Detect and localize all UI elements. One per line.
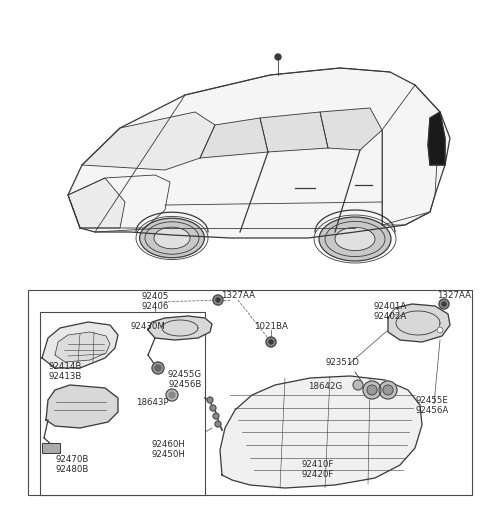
Circle shape: [215, 421, 221, 427]
Text: 92430M: 92430M: [131, 322, 166, 331]
Text: 92455E
92456A: 92455E 92456A: [415, 396, 449, 415]
Circle shape: [169, 392, 175, 398]
Circle shape: [213, 413, 219, 419]
Polygon shape: [42, 322, 118, 368]
Text: 1021BA: 1021BA: [254, 322, 288, 331]
Polygon shape: [82, 112, 215, 170]
Circle shape: [379, 381, 397, 399]
Text: 18642G: 18642G: [308, 382, 342, 391]
Circle shape: [152, 362, 164, 374]
Ellipse shape: [335, 228, 375, 251]
Text: 92401A
92402A: 92401A 92402A: [373, 302, 407, 322]
Polygon shape: [148, 316, 212, 340]
Polygon shape: [260, 112, 328, 152]
Text: 92455G
92456B: 92455G 92456B: [168, 370, 202, 390]
Text: 92470B
92480B: 92470B 92480B: [55, 455, 89, 474]
Circle shape: [353, 380, 363, 390]
Circle shape: [207, 397, 213, 403]
Circle shape: [275, 54, 281, 60]
Text: 18643P: 18643P: [136, 398, 168, 407]
Text: 92405
92406: 92405 92406: [141, 292, 168, 311]
Polygon shape: [55, 332, 110, 362]
Text: 1327AA: 1327AA: [437, 291, 471, 300]
Polygon shape: [46, 385, 118, 428]
Polygon shape: [68, 68, 450, 238]
Bar: [40, 312, 205, 495]
Polygon shape: [320, 108, 382, 150]
Circle shape: [266, 337, 276, 347]
Polygon shape: [388, 304, 450, 342]
Circle shape: [393, 309, 399, 315]
Circle shape: [269, 340, 273, 344]
Circle shape: [437, 327, 443, 333]
Circle shape: [439, 299, 449, 309]
Bar: [28, 290, 472, 495]
Text: 92351D: 92351D: [325, 358, 359, 367]
Ellipse shape: [154, 227, 190, 249]
Ellipse shape: [319, 217, 391, 261]
Circle shape: [210, 405, 216, 411]
Circle shape: [155, 365, 161, 371]
Polygon shape: [428, 112, 445, 165]
Text: 1327AA: 1327AA: [221, 291, 255, 300]
Circle shape: [363, 381, 381, 399]
Circle shape: [216, 298, 220, 302]
Circle shape: [213, 295, 223, 305]
Circle shape: [367, 385, 377, 395]
Polygon shape: [220, 376, 422, 488]
Text: 92460H
92450H: 92460H 92450H: [151, 440, 185, 459]
Text: 92410F
92420F: 92410F 92420F: [302, 460, 334, 480]
Text: 92414B
92413B: 92414B 92413B: [48, 362, 82, 381]
Circle shape: [383, 385, 393, 395]
Polygon shape: [200, 118, 268, 158]
Ellipse shape: [140, 218, 204, 258]
Bar: [42, 443, 60, 453]
Polygon shape: [68, 178, 125, 228]
Circle shape: [442, 302, 446, 306]
Circle shape: [166, 389, 178, 401]
